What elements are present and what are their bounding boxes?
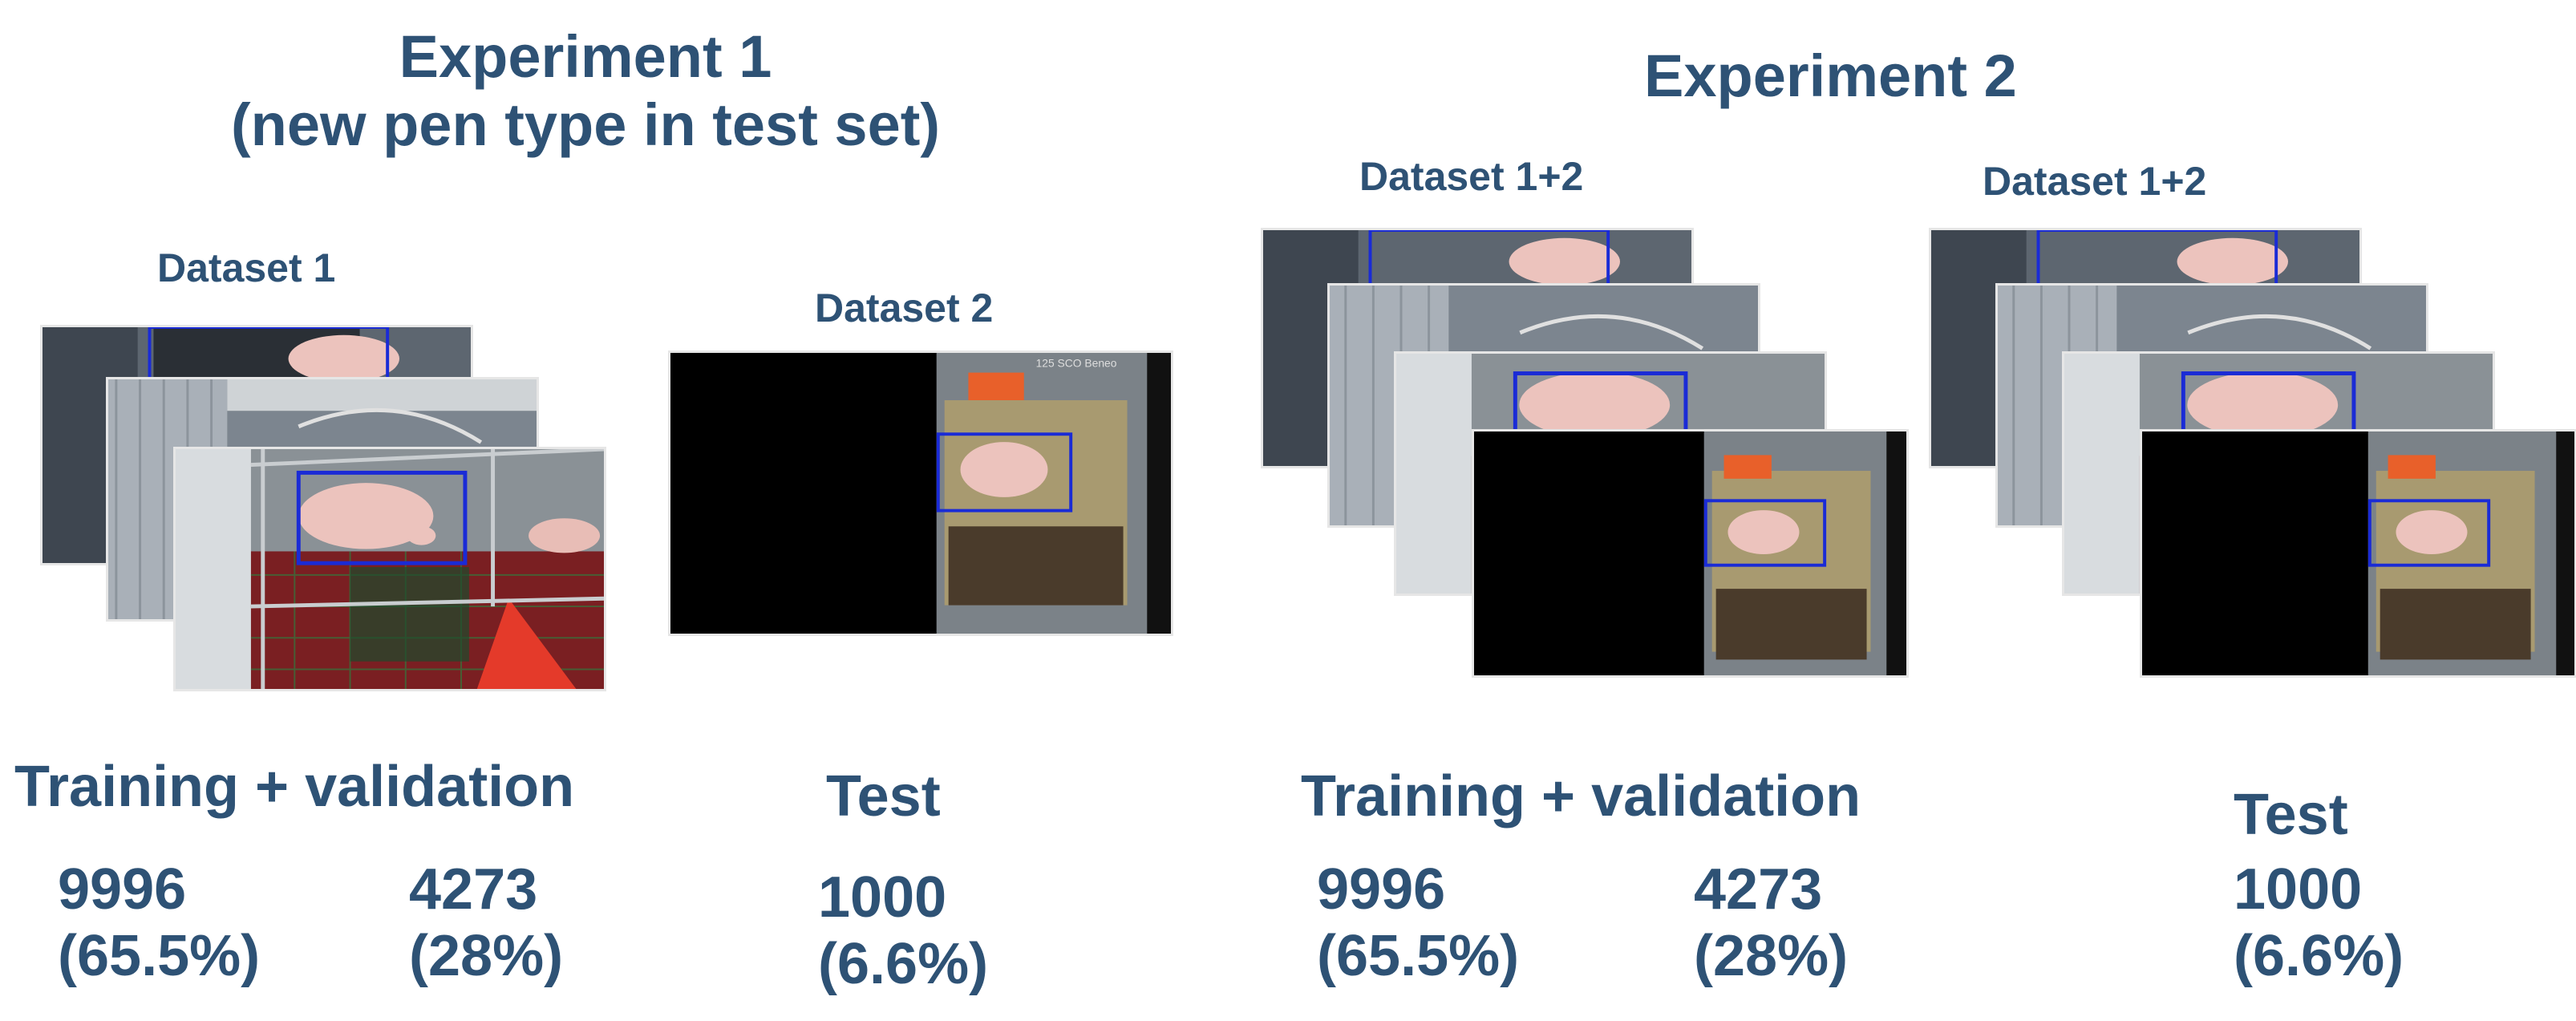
exp1-test-heading: Test xyxy=(826,764,941,829)
exp1-dataset1-label: Dataset 1 xyxy=(157,245,336,290)
exp1-val-count-pct: (28%) xyxy=(409,923,564,988)
exp2-train-dataset-label: Dataset 1+2 xyxy=(1359,154,1584,199)
exp2-train-image-4 xyxy=(1472,429,1909,678)
exp2-test-heading: Test xyxy=(2234,783,2348,847)
exp2-val-count: 4273 (28%) xyxy=(1694,857,1848,990)
exp2-test-dataset-label: Dataset 1+2 xyxy=(1983,159,2207,204)
exp1-train-image-front xyxy=(173,447,606,691)
exp1-test-count: 1000 (6.6%) xyxy=(818,865,988,998)
exp2-test-count-value: 1000 xyxy=(2234,857,2363,922)
experiment1-title-line1: Experiment 1 xyxy=(399,23,772,90)
exp1-train-count-value: 9996 xyxy=(58,857,187,922)
exp1-test-image: 125 SCO Beneo xyxy=(668,350,1173,636)
exp1-val-count-value: 4273 xyxy=(409,857,538,922)
exp2-test-count: 1000 (6.6%) xyxy=(2234,857,2404,990)
exp2-train-count-value: 9996 xyxy=(1317,857,1446,922)
exp2-train-count: 9996 (65.5%) xyxy=(1317,857,1519,990)
exp1-dataset2-label: Dataset 2 xyxy=(815,286,994,330)
exp1-train-count-pct: (65.5%) xyxy=(58,923,261,988)
experiment1-title-line2: (new pen type in test set) xyxy=(230,91,941,159)
exp1-train-count: 9996 (65.5%) xyxy=(58,857,260,990)
experiment2-title: Experiment 2 xyxy=(1644,43,2017,109)
exp1-train-heading: Training + validation xyxy=(14,755,575,819)
exp2-test-image-4 xyxy=(2140,429,2576,678)
experiment1-title: Experiment 1 (new pen type in test set) xyxy=(0,22,1171,159)
exp2-val-count-pct: (28%) xyxy=(1694,923,1849,988)
exp1-test-count-value: 1000 xyxy=(818,865,947,930)
exp1-test-count-pct: (6.6%) xyxy=(818,931,989,996)
exp2-test-count-pct: (6.6%) xyxy=(2234,923,2404,988)
exp2-train-heading: Training + validation xyxy=(1301,764,1861,829)
exp2-train-count-pct: (65.5%) xyxy=(1317,923,1520,988)
exp2-val-count-value: 4273 xyxy=(1694,857,1823,922)
exp1-val-count: 4273 (28%) xyxy=(409,857,563,990)
exp1-camera-overlay: 125 SCO Beneo xyxy=(1036,357,1117,370)
